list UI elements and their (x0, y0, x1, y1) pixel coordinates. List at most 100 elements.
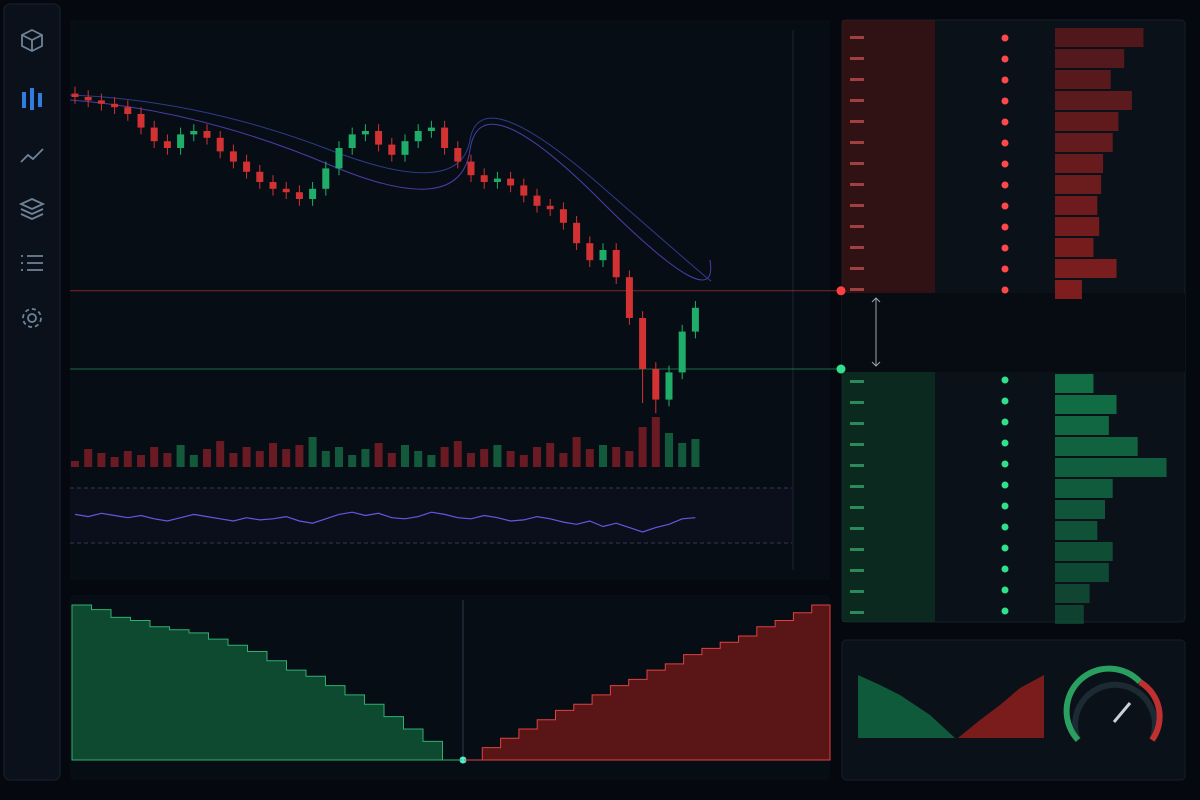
volume-bar (269, 443, 277, 467)
candle-body (678, 331, 686, 373)
bid-price-tick (850, 611, 864, 614)
candle-body (493, 178, 501, 182)
bid-row-dot (1001, 523, 1009, 531)
bid-bar (1055, 374, 1094, 393)
bid-row-dot (1001, 586, 1009, 594)
volume-bar (97, 453, 106, 467)
ask-bar (1055, 238, 1094, 257)
ask-bar (1055, 28, 1144, 47)
candle-body (124, 107, 132, 114)
candle-body (229, 151, 237, 162)
sidebar (3, 3, 61, 781)
candle-icon[interactable] (22, 88, 42, 110)
ask-row-dot (1001, 34, 1009, 42)
layers-icon[interactable] (18, 198, 46, 220)
ask-row-dot (1001, 76, 1009, 84)
ask-bar (1055, 91, 1132, 110)
candle-body (84, 97, 92, 101)
candle-body (612, 250, 620, 278)
ask-price-tick (850, 36, 864, 39)
ask-price-tick (850, 78, 864, 81)
ask-price-tick (850, 225, 864, 228)
ma-band (69, 99, 712, 281)
volume-bar (427, 455, 436, 467)
line-icon[interactable] (20, 148, 44, 163)
candle-body (71, 93, 79, 97)
volume-bar (651, 417, 660, 467)
volume-bar (533, 447, 541, 467)
candle-body (427, 127, 435, 131)
bid-price-tick (850, 548, 864, 551)
ask-dot (836, 286, 846, 296)
candle-body (97, 100, 105, 104)
candle-body (322, 168, 330, 189)
ask-bar (1055, 49, 1125, 68)
candle-body (216, 137, 224, 152)
bid-row-dot (1001, 544, 1009, 552)
bid-row-dot (1001, 607, 1009, 615)
gauge-red (1138, 679, 1163, 742)
candle-body (520, 185, 528, 196)
candle-body (546, 205, 554, 210)
sidebar-icons (18, 28, 46, 328)
list-icon[interactable] (21, 255, 43, 271)
candle-body (414, 131, 422, 142)
ask-price-tick (850, 183, 864, 186)
candle-body (177, 134, 185, 148)
candle-body (599, 250, 607, 261)
cube-icon[interactable] (21, 28, 43, 53)
ask-price-tick (850, 204, 864, 207)
ask-bar (1055, 280, 1082, 299)
volume-bar (453, 441, 462, 467)
volume-bar (599, 445, 607, 467)
volume-bar (612, 447, 621, 467)
settings-ring (22, 308, 42, 328)
ask-row-dot (1001, 55, 1009, 63)
candle-body (586, 243, 594, 261)
bid-price-col (842, 372, 935, 622)
candle-body (137, 114, 145, 128)
volume-bar (176, 445, 185, 467)
volume-bar (691, 439, 700, 467)
volume-bar (625, 451, 634, 467)
bid-price-tick (850, 401, 864, 404)
bid-bar (1055, 563, 1109, 582)
candle-body (639, 318, 647, 369)
ask-bar (1055, 259, 1117, 278)
bid-row-dot (1001, 460, 1009, 468)
bid-row-dot (1001, 565, 1009, 573)
volume-bar (295, 445, 304, 467)
volume-bar (137, 455, 145, 467)
bid-row-dot (1001, 418, 1009, 426)
volume-bar (71, 461, 79, 467)
bid-bar (1055, 500, 1105, 519)
ask-price-col (842, 20, 935, 293)
volume-bar (203, 449, 211, 467)
ask-bar (1055, 70, 1111, 89)
volume-bar (493, 445, 502, 467)
settings-icon[interactable] (27, 313, 37, 323)
volume-bar (282, 449, 291, 467)
gauge-needle (1112, 702, 1132, 723)
volume-bar (401, 445, 409, 467)
volume-bar (546, 443, 555, 467)
candle-body (467, 161, 475, 176)
candle-body (507, 178, 515, 186)
bid-row-dot (1001, 397, 1009, 405)
ask-row-dot (1001, 181, 1009, 189)
ask-price-tick (850, 162, 864, 165)
candle-body (309, 188, 317, 199)
ask-price-tick (850, 141, 864, 144)
spread-zone (842, 293, 1185, 372)
ask-bar (1055, 133, 1113, 152)
bid-bar (1055, 395, 1117, 414)
candle-body (691, 307, 699, 332)
volume-bar (84, 449, 93, 467)
bid-row-dot (1001, 439, 1009, 447)
ask-row-dot (1001, 202, 1009, 210)
ask-price-tick (850, 57, 864, 60)
bid-price-tick (850, 485, 864, 488)
ask-price-tick (850, 99, 864, 102)
ask-row-dot (1001, 118, 1009, 126)
